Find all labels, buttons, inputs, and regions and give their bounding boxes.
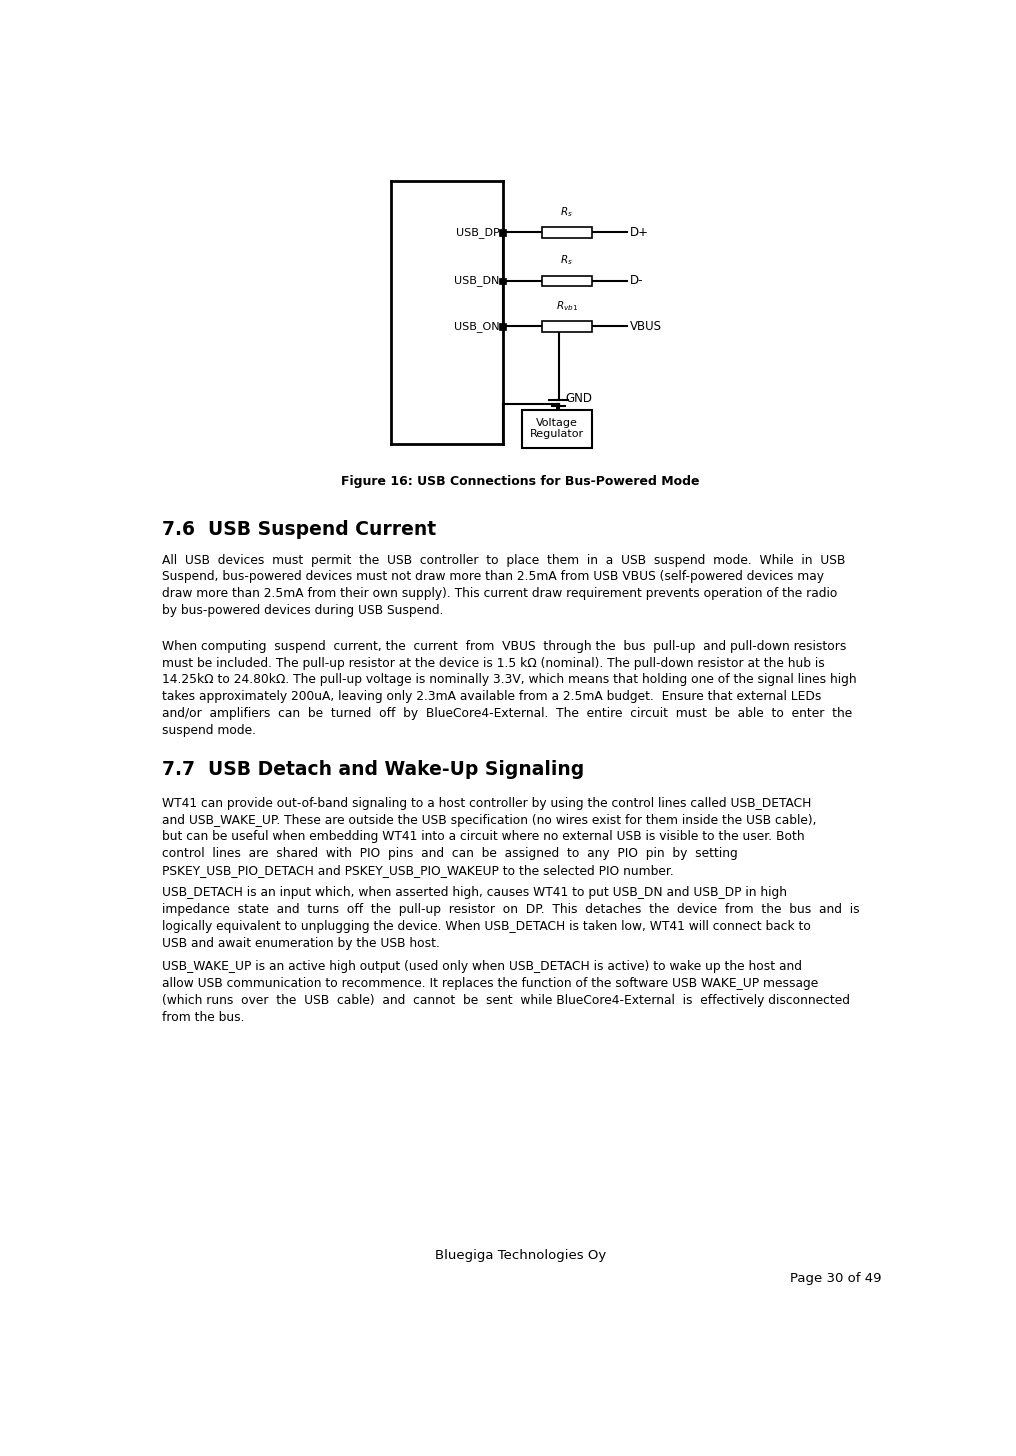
Text: D-: D- <box>630 275 643 287</box>
Text: 7.6  USB Suspend Current: 7.6 USB Suspend Current <box>162 520 436 539</box>
Text: $R_{vb1}$: $R_{vb1}$ <box>556 298 578 313</box>
Text: 7.7  USB Detach and Wake‑Up Signaling: 7.7 USB Detach and Wake‑Up Signaling <box>162 760 584 779</box>
Bar <box>542 320 592 332</box>
Text: Regulator: Regulator <box>530 430 584 440</box>
Bar <box>500 323 506 331</box>
Text: Page 30 of 49: Page 30 of 49 <box>789 1271 881 1284</box>
Text: WT41 can provide out-of-band signaling to a host controller by using the control: WT41 can provide out-of-band signaling t… <box>162 796 816 877</box>
Bar <box>500 229 506 236</box>
Text: All  USB  devices  must  permit  the  USB  controller  to  place  them  in  a  U: All USB devices must permit the USB cont… <box>162 553 845 617</box>
Text: USB_DN: USB_DN <box>454 275 500 287</box>
Text: $R_s$: $R_s$ <box>561 205 573 218</box>
Text: Voltage: Voltage <box>536 418 578 428</box>
Text: USB_WAKE_UP is an active high output (used only when USB_DETACH is active) to wa: USB_WAKE_UP is an active high output (us… <box>162 960 849 1024</box>
Text: USB_ON: USB_ON <box>454 320 500 332</box>
Bar <box>522 409 592 448</box>
Bar <box>542 275 592 287</box>
Bar <box>542 227 592 237</box>
Text: Bluegiga Technologies Oy: Bluegiga Technologies Oy <box>435 1249 607 1262</box>
Text: USB_DP: USB_DP <box>456 227 500 237</box>
Text: D+: D+ <box>630 226 649 239</box>
Text: When computing  suspend  current, the  current  from  VBUS  through the  bus  pu: When computing suspend current, the curr… <box>162 639 856 737</box>
Text: VBUS: VBUS <box>630 320 662 333</box>
Text: USB_DETACH is an input which, when asserted high, causes WT41 to put USB_DN and : USB_DETACH is an input which, when asser… <box>162 887 860 949</box>
Bar <box>500 278 506 284</box>
Text: GND: GND <box>565 392 592 405</box>
Text: $R_s$: $R_s$ <box>561 253 573 266</box>
Text: Figure 16: USB Connections for Bus-Powered Mode: Figure 16: USB Connections for Bus-Power… <box>341 475 700 488</box>
